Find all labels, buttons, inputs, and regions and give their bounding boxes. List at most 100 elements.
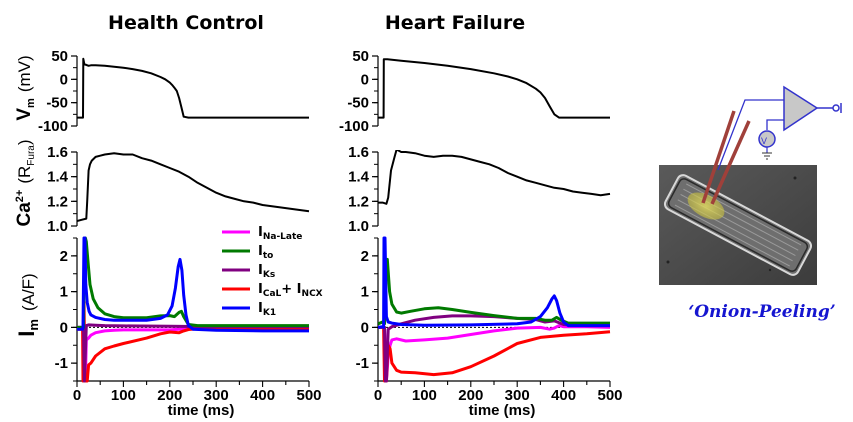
x-tick-label: 300: [204, 387, 229, 404]
series-group: [378, 150, 611, 205]
ylabel-im-main: I: [14, 331, 39, 337]
ylabel-vm: Vm (mV): [14, 55, 37, 120]
panels: 500-50-100500-50-1001.61.41.21.01.61.41.…: [38, 48, 623, 419]
legend-label: ICaL+ INCX: [258, 282, 323, 299]
ylabel-ca: Ca2+ (RFura): [14, 139, 37, 226]
svg-text:Im(A/F): Im (A/F): [14, 273, 41, 336]
legend-label: Ito: [258, 244, 273, 261]
legend-item: Ito: [222, 244, 273, 261]
title-heart-failure: Heart Failure: [385, 12, 525, 34]
x-tick-label: 400: [250, 387, 275, 404]
electrode-left: [701, 110, 736, 204]
x-axis-label: time (ms): [469, 402, 536, 419]
onion-peeling-caption: ‘Onion-Peeling’: [688, 302, 835, 322]
ylabel-im-unit: (A/F): [19, 273, 38, 311]
panel-heart-failure-im: 2 1 0 -1 0 100 200 300 400 500 time (ms): [356, 236, 623, 419]
series-group: [77, 152, 310, 223]
series-group: [378, 236, 611, 383]
ylabel-im-sub: m: [26, 319, 41, 331]
x-tick-label: 0: [73, 387, 81, 404]
panel-health-control-ca: 1.6 1.4 1.2 1.0: [47, 144, 310, 235]
svg-text:V: V: [761, 136, 767, 146]
y-tick-label: -1: [55, 355, 68, 372]
panel-health-control-vm: 50 0 -50 -100: [38, 48, 309, 135]
ylabel-vm-unit: (mV): [15, 55, 34, 92]
legend-label: IKs: [258, 263, 275, 280]
svg-text:Ca2+(RFura): Ca2+ (RFura): [14, 139, 37, 226]
x-tick-label: 300: [505, 387, 530, 404]
y-tick-label: -50: [347, 95, 369, 112]
patch-clamp-illustration: V ‘Onion-Peeling’: [659, 85, 842, 322]
y-tick-label: -50: [46, 95, 68, 112]
series-line-ito: [378, 257, 610, 326]
legend-label: INa-Late: [258, 225, 302, 242]
title-health-control: Health Control: [108, 12, 264, 34]
x-tick-label: 0: [374, 387, 382, 404]
series-line-vm: [378, 58, 610, 119]
legend: INa-Late Ito IKs ICaL+ INCX IK1: [222, 225, 323, 318]
ylabel-vm-main: V: [14, 108, 35, 121]
series-group: [77, 57, 309, 119]
amplifier-icon: [783, 85, 819, 132]
y-tick-label: 50: [352, 48, 369, 65]
series-line-ina-late: [77, 325, 309, 383]
legend-item: ICaL+ INCX: [222, 282, 323, 299]
svg-text:Vm(mV): Vm (mV): [14, 55, 37, 120]
ground-icon: [762, 152, 772, 160]
ylabel-ca-unit-sub: Fura: [26, 145, 37, 166]
legend-item: IK1: [222, 301, 276, 318]
panel-heart-failure-vm: 50 0 -50 -100: [339, 48, 610, 135]
series-line-iks: [378, 314, 610, 383]
y-tick-label: 50: [51, 48, 68, 65]
y-tick-label: 0: [361, 71, 369, 88]
x-tick-label: 200: [157, 387, 182, 404]
y-tick-label: 1.4: [47, 169, 69, 186]
series-line-ca2-: [378, 150, 611, 205]
circuit-wire: [717, 99, 784, 171]
series-line-ik1: [378, 236, 610, 329]
legend-item: IKs: [222, 263, 275, 280]
electrode-right: [710, 120, 751, 205]
ylabel-ca-main: Ca: [14, 202, 35, 227]
output-terminal-icon: [832, 104, 840, 112]
x-tick-label: 100: [412, 387, 437, 404]
x-tick-label: 500: [296, 387, 321, 404]
panel-heart-failure-ca: 1.6 1.4 1.2 1.0: [348, 144, 611, 235]
ylabel-im: Im (A/F): [14, 273, 41, 336]
x-axis-label: time (ms): [168, 402, 235, 419]
y-tick-label: 1.0: [348, 218, 369, 235]
legend-label: IK1: [258, 301, 276, 318]
series-group: [77, 236, 309, 383]
y-tick-label: -100: [38, 118, 68, 135]
ylabel-vm-sub: m: [25, 98, 37, 108]
x-tick-label: 100: [111, 387, 136, 404]
y-tick-label: 1.4: [348, 169, 370, 186]
ylabel-ca-unit-close: ): [15, 139, 34, 145]
series-group: [378, 58, 610, 119]
y-tick-label: 1.2: [47, 193, 68, 210]
legend-item: INa-Late: [222, 225, 302, 242]
ylabel-ca-unit: (R: [15, 166, 34, 184]
series-line-ca2-: [77, 152, 310, 223]
y-tick-label: 0: [361, 319, 369, 336]
y-tick-label: 0: [60, 71, 68, 88]
series-line-ical-incx: [378, 325, 611, 383]
y-tick-label: 1: [60, 284, 68, 301]
panel-health-control-im: 2 1 0 -1 0 100 200 300 400 500 time (ms): [55, 236, 322, 419]
x-tick-label: 400: [551, 387, 576, 404]
ylabel-ca-sup: 2+: [14, 190, 26, 203]
series-line-vm: [77, 57, 309, 119]
x-tick-label: 200: [458, 387, 483, 404]
y-tick-label: 1.6: [47, 144, 68, 161]
y-tick-label: 1.0: [47, 218, 68, 235]
y-tick-label: 1: [361, 284, 369, 301]
y-tick-label: 1.6: [348, 144, 369, 161]
series-line-iks: [77, 323, 309, 383]
y-tick-label: 1.2: [348, 193, 369, 210]
y-tick-label: -1: [356, 355, 369, 372]
x-tick-label: 500: [597, 387, 622, 404]
y-tick-label: -100: [339, 118, 369, 135]
y-tick-label: 2: [361, 248, 369, 265]
y-tick-label: 0: [60, 319, 68, 336]
